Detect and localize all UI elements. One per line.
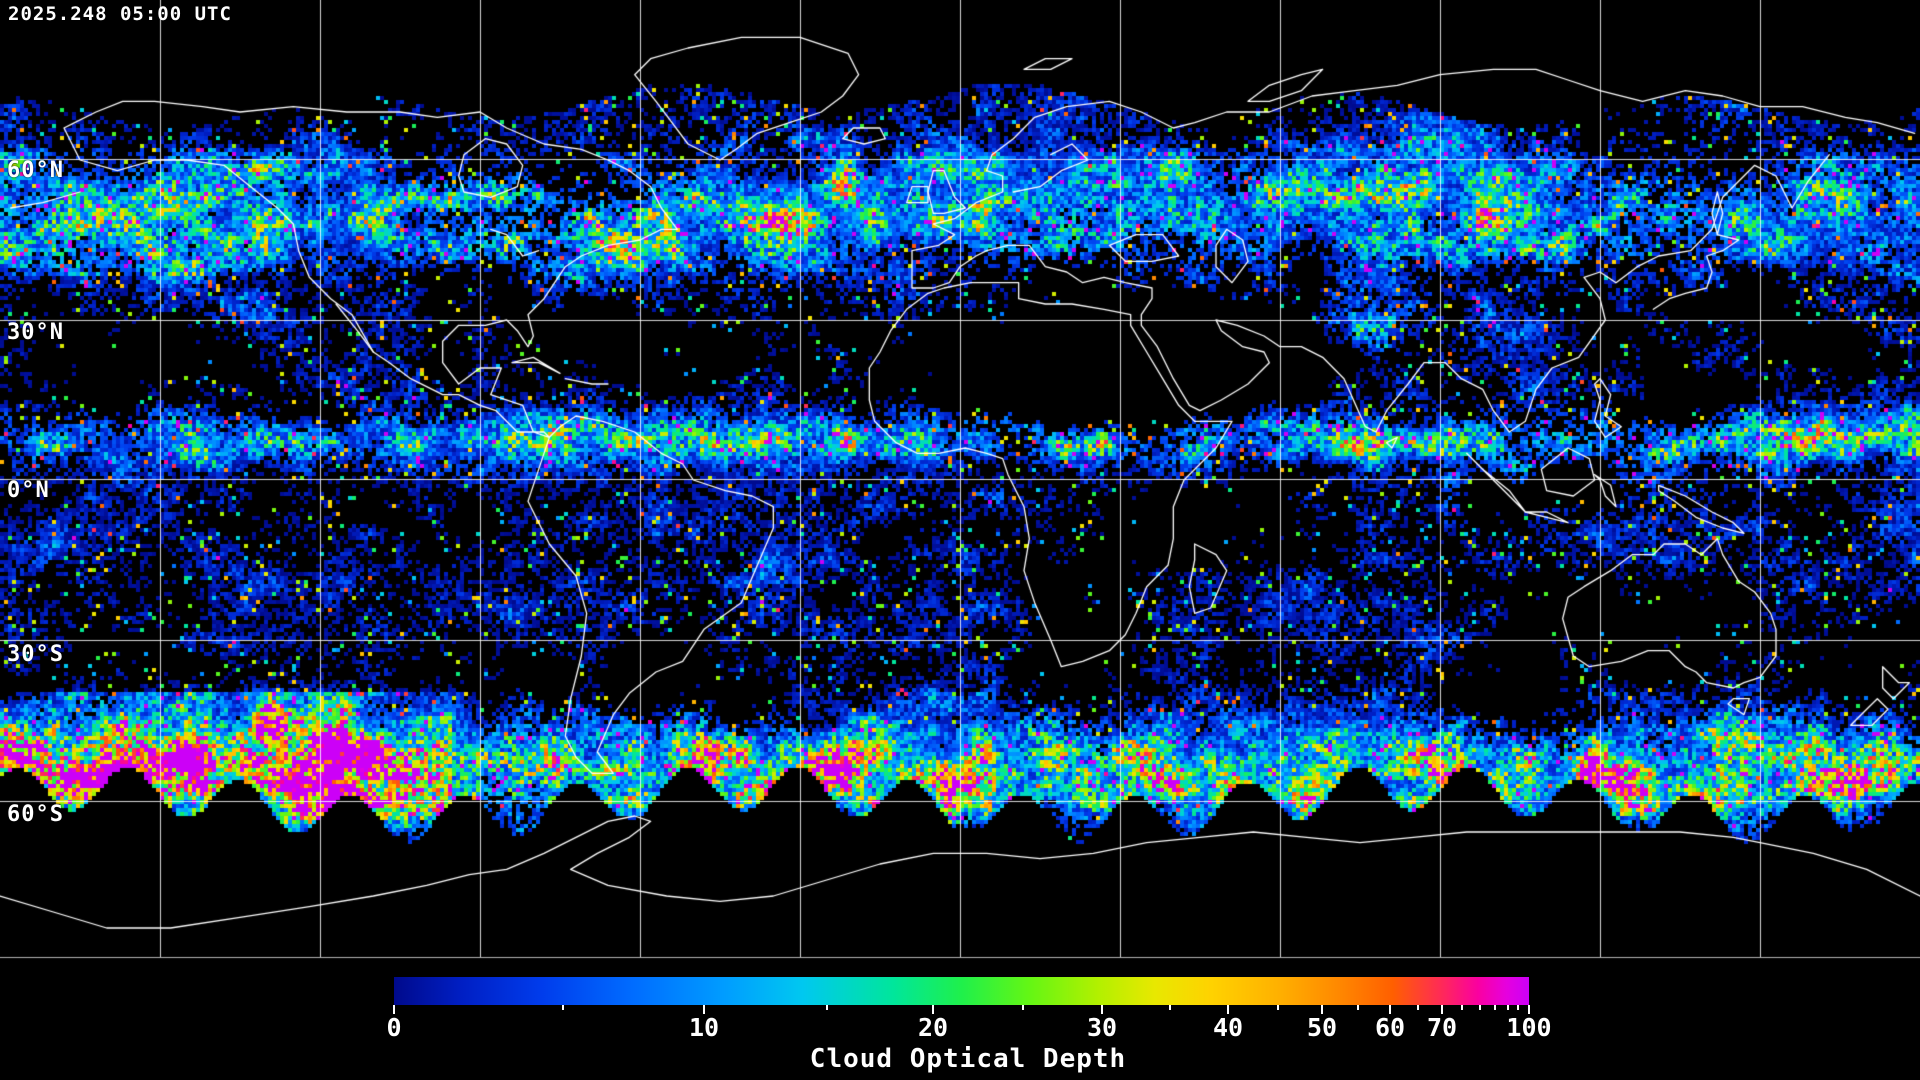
colorbar-tick-labels: 0 10 20 30 40 50 60 70 100 — [386, 1010, 1551, 1042]
cloud-optical-depth-map — [0, 0, 1920, 960]
colorbar-tick — [1528, 1005, 1530, 1014]
colorbar-tick — [932, 1005, 934, 1014]
colorbar-tick — [1417, 1005, 1419, 1010]
colorbar-tick-label: 10 — [688, 1013, 720, 1042]
colorbar-tick — [1169, 1005, 1171, 1010]
timestamp: 2025.248 05:00 UTC — [8, 3, 232, 25]
colorbar-tick-label: 40 — [1212, 1013, 1244, 1042]
colorbar-tick-label: 0 — [386, 1013, 402, 1042]
colorbar-tick — [562, 1005, 564, 1010]
colorbar-title: Cloud Optical Depth — [809, 1044, 1127, 1074]
colorbar-ticks — [393, 1005, 1530, 1015]
colorbar-tick-label: 100 — [1506, 1013, 1552, 1042]
colorbar-tick — [1461, 1005, 1463, 1010]
latitude-label: 60°N — [7, 158, 64, 183]
colorbar-tick-label: 70 — [1426, 1013, 1458, 1042]
colorbar-tick — [1227, 1005, 1229, 1014]
colorbar-gradient — [394, 977, 1529, 1005]
colorbar-tick — [1321, 1005, 1323, 1014]
latitude-label: 30°N — [7, 320, 64, 345]
colorbar-tick — [1277, 1005, 1279, 1010]
latitude-label: 30°S — [7, 642, 64, 667]
colorbar-tick — [393, 1005, 395, 1014]
colorbar-tick — [1357, 1005, 1359, 1010]
colorbar-tick-label: 50 — [1306, 1013, 1338, 1042]
colorbar-tick — [1494, 1005, 1496, 1010]
colorbar-tick-label: 60 — [1374, 1013, 1406, 1042]
latitude-label: 0°N — [7, 478, 50, 503]
latitude-label: 60°S — [7, 802, 64, 827]
colorbar-tick-label: 20 — [917, 1013, 949, 1042]
colorbar-tick — [826, 1005, 828, 1010]
colorbar-tick — [1389, 1005, 1391, 1014]
colorbar-tick — [1507, 1005, 1509, 1010]
colorbar-tick — [703, 1005, 705, 1014]
colorbar-tick — [1022, 1005, 1024, 1010]
colorbar-tick-label: 30 — [1086, 1013, 1118, 1042]
colorbar-tick — [1517, 1005, 1519, 1010]
colorbar-tick — [1441, 1005, 1443, 1014]
colorbar-tick — [1479, 1005, 1481, 1010]
colorbar-tick — [1101, 1005, 1103, 1014]
